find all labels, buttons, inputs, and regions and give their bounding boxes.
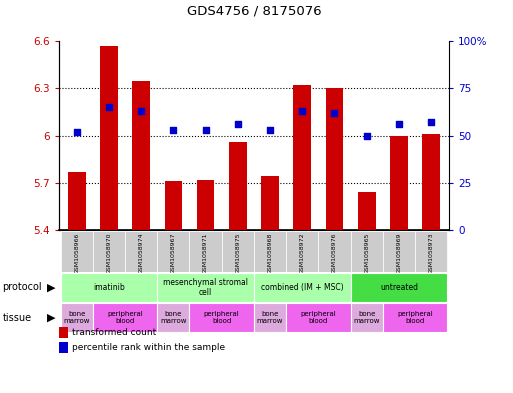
Text: GDS4756 / 8175076: GDS4756 / 8175076 [187, 5, 321, 18]
Text: GSM1058974: GSM1058974 [139, 233, 144, 274]
Bar [222, 231, 254, 272]
Text: peripheral
blood: peripheral blood [204, 311, 240, 324]
Bar [254, 231, 286, 272]
Text: GSM1058970: GSM1058970 [106, 233, 111, 274]
Bar [100, 46, 118, 230]
Bar [197, 180, 214, 230]
Bar [422, 134, 440, 230]
Text: untreated: untreated [380, 283, 418, 292]
Text: bone
marrow: bone marrow [353, 311, 380, 324]
Text: GSM1058967: GSM1058967 [171, 233, 176, 274]
Bar [132, 81, 150, 230]
Bar [286, 231, 319, 272]
Bar [326, 88, 343, 230]
Bar [254, 273, 350, 302]
Text: ▶: ▶ [47, 313, 56, 323]
Bar [261, 176, 279, 230]
Bar [61, 273, 157, 302]
Bar [286, 303, 350, 332]
Point [427, 119, 435, 125]
Bar [229, 142, 247, 230]
Text: GSM1058975: GSM1058975 [235, 233, 240, 274]
Text: imatinib: imatinib [93, 283, 125, 292]
Bar [165, 181, 182, 230]
Bar [61, 303, 93, 332]
Point [363, 132, 371, 139]
Bar [383, 303, 447, 332]
Text: combined (IM + MSC): combined (IM + MSC) [261, 283, 344, 292]
Bar [350, 231, 383, 272]
Point [169, 127, 177, 133]
Text: peripheral
blood: peripheral blood [301, 311, 336, 324]
Bar [157, 273, 254, 302]
Text: percentile rank within the sample: percentile rank within the sample [72, 343, 225, 352]
Bar [350, 273, 447, 302]
Text: bone
marrow: bone marrow [257, 311, 283, 324]
Text: ▶: ▶ [47, 283, 56, 292]
Text: GSM1058966: GSM1058966 [74, 233, 79, 274]
Bar [189, 303, 254, 332]
Bar [350, 303, 383, 332]
Bar [125, 231, 157, 272]
Text: GSM1058965: GSM1058965 [364, 233, 369, 274]
Text: peripheral
blood: peripheral blood [107, 311, 143, 324]
Point [395, 121, 403, 127]
Point [266, 127, 274, 133]
Text: GSM1058972: GSM1058972 [300, 233, 305, 274]
Bar [358, 192, 376, 230]
Text: mesenchymal stromal
cell: mesenchymal stromal cell [163, 278, 248, 297]
Point [202, 127, 210, 133]
Bar [93, 303, 157, 332]
Bar [293, 85, 311, 230]
Bar [157, 303, 189, 332]
Text: GSM1058969: GSM1058969 [397, 233, 402, 274]
Bar [68, 172, 86, 230]
Text: protocol: protocol [3, 283, 42, 292]
Bar [189, 231, 222, 272]
Bar [61, 231, 93, 272]
Point [105, 104, 113, 110]
Bar [383, 231, 415, 272]
Point [234, 121, 242, 127]
Text: bone
marrow: bone marrow [160, 311, 187, 324]
Point [73, 129, 81, 135]
Text: GSM1058976: GSM1058976 [332, 233, 337, 274]
Bar [93, 231, 125, 272]
Bar [319, 231, 350, 272]
Bar [254, 303, 286, 332]
Point [330, 110, 339, 116]
Text: GSM1058971: GSM1058971 [203, 233, 208, 274]
Point [137, 108, 145, 114]
Bar [390, 136, 408, 230]
Text: transformed count: transformed count [72, 329, 156, 337]
Bar [415, 231, 447, 272]
Text: GSM1058968: GSM1058968 [268, 233, 272, 274]
Text: bone
marrow: bone marrow [64, 311, 90, 324]
Text: GSM1058973: GSM1058973 [429, 233, 433, 274]
Text: tissue: tissue [3, 313, 32, 323]
Point [298, 108, 306, 114]
Bar [157, 231, 189, 272]
Text: peripheral
blood: peripheral blood [397, 311, 433, 324]
